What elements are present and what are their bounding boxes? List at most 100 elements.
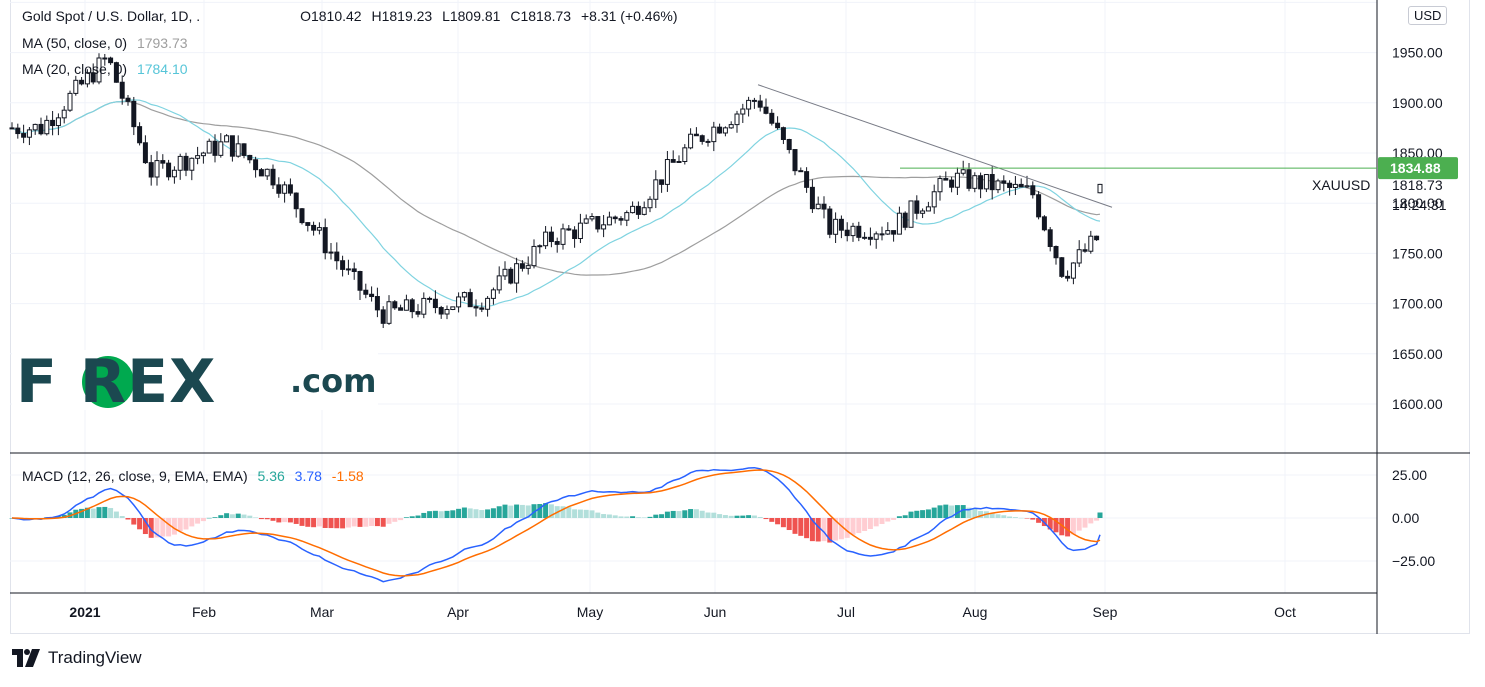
macd-legend[interactable]: MACD (12, 26, close, 9, EMA, EMA) 5.36 3… <box>22 468 364 484</box>
ma50-value: 1793.73 <box>136 35 188 51</box>
candle-body <box>276 184 282 194</box>
macd-histogram-bar <box>403 517 409 518</box>
candle-body <box>908 200 914 228</box>
ohlc-values: O1810.42 H1819.23 L1809.81 C1818.73 +8.3… <box>300 8 683 24</box>
macd-histogram-bar <box>479 510 485 518</box>
candle-body <box>467 292 473 308</box>
macd-histogram-bar <box>775 518 781 525</box>
candle-body <box>891 230 897 235</box>
macd-histogram-bar <box>125 518 131 520</box>
candle-body <box>850 225 856 237</box>
macd-histogram-bar <box>873 518 879 527</box>
candle-body <box>682 147 688 162</box>
candle-body <box>432 298 438 309</box>
macd-histogram-bar <box>345 518 351 528</box>
macd-histogram-bar <box>276 518 282 523</box>
candle-body <box>508 268 514 284</box>
candle-body <box>792 149 798 172</box>
candle-body <box>954 172 960 188</box>
tradingview-brand[interactable]: TradingView <box>12 648 142 668</box>
candle-body <box>775 122 781 129</box>
ma50-legend[interactable]: MA (50, close, 0) 1793.73 <box>22 35 188 51</box>
tradingview-icon <box>12 649 40 667</box>
macd-histogram-bar <box>1059 518 1065 536</box>
candle-body <box>311 224 317 231</box>
candle-body <box>705 140 711 143</box>
candle-body <box>189 157 195 171</box>
forex-logo-o-icon <box>82 356 134 408</box>
candle-body <box>722 127 728 134</box>
candle-body <box>989 174 995 191</box>
macd-histogram-bar <box>595 512 601 518</box>
symbol-title[interactable]: Gold Spot / U.S. Dollar, 1D, . <box>22 8 201 24</box>
candle-body <box>519 263 525 269</box>
macd-histogram-bar <box>485 509 491 518</box>
candle-body <box>241 143 247 156</box>
macd-histogram-bar <box>908 511 914 518</box>
candle-body <box>914 200 920 214</box>
candle-body <box>166 162 172 178</box>
macd-histogram-bar <box>287 518 293 523</box>
macd-histogram-bar <box>1070 518 1076 535</box>
macd-histogram-bar <box>1007 516 1013 518</box>
candle-body <box>1065 275 1071 279</box>
macd-histogram-bar <box>299 518 305 526</box>
macd-histogram-bar <box>148 518 154 538</box>
macd-histogram-bar <box>171 518 177 535</box>
macd-histogram-bar <box>833 518 839 541</box>
macd-histogram-bar <box>659 514 665 518</box>
candle-body <box>572 229 578 240</box>
price-tick-label: 1950.00 <box>1392 45 1443 61</box>
currency-badge[interactable]: USD <box>1408 6 1448 25</box>
hline-price-label: 1834.88 <box>1390 160 1441 176</box>
time-tick-label: Jun <box>704 604 727 620</box>
candle-body <box>972 175 978 189</box>
candle-body <box>351 268 357 273</box>
candle-body <box>1041 216 1047 231</box>
price-tick-label: 1600.00 <box>1392 396 1443 412</box>
candle-body <box>96 57 102 83</box>
macd-histogram-bar <box>746 515 752 518</box>
macd-histogram-bar <box>131 518 137 525</box>
candle-body <box>55 117 61 127</box>
macd-histogram-bar <box>235 513 241 518</box>
forex-logo: F REX .com <box>12 350 378 414</box>
candle-body <box>119 81 125 99</box>
candle-body <box>693 133 699 137</box>
macd-histogram-bar <box>838 518 844 540</box>
candle-body <box>218 141 224 156</box>
candle-body <box>195 155 201 159</box>
candle-body <box>183 155 189 171</box>
macd-histogram-bar <box>601 514 607 518</box>
candle-body <box>664 159 670 185</box>
macd-histogram-bar <box>1094 518 1100 521</box>
candle-body <box>485 297 491 310</box>
ma20-legend[interactable]: MA (20, close, 0) 1784.10 <box>22 61 188 77</box>
macd-histogram-bar <box>943 504 949 518</box>
macd-histogram-bar <box>322 518 328 528</box>
candle-body <box>583 218 589 224</box>
candle-body <box>32 123 38 131</box>
macd-histogram-bar <box>357 518 363 527</box>
candle-body <box>844 229 850 237</box>
candle-body <box>560 228 566 245</box>
candle-body <box>334 251 340 262</box>
macd-histogram-bar <box>154 518 160 538</box>
candle-body <box>131 100 137 128</box>
macd-histogram-bar <box>183 518 189 530</box>
macd-histogram-bar <box>844 518 850 538</box>
macd-histogram-bar <box>827 518 833 543</box>
macd-histogram-bar <box>850 518 856 535</box>
macd-histogram-bar <box>1001 515 1007 518</box>
macd-histogram-bar <box>711 512 717 518</box>
macd-histogram-bar <box>502 504 508 518</box>
macd-histogram-bar <box>444 510 450 518</box>
macd-histogram-bar <box>229 514 235 518</box>
candle-body <box>108 57 114 64</box>
candle-body <box>305 222 311 226</box>
candle-body <box>757 100 763 108</box>
macd-histogram-bar <box>705 512 711 518</box>
macd-histogram-bar <box>734 515 740 518</box>
time-tick-label: Apr <box>447 604 469 620</box>
